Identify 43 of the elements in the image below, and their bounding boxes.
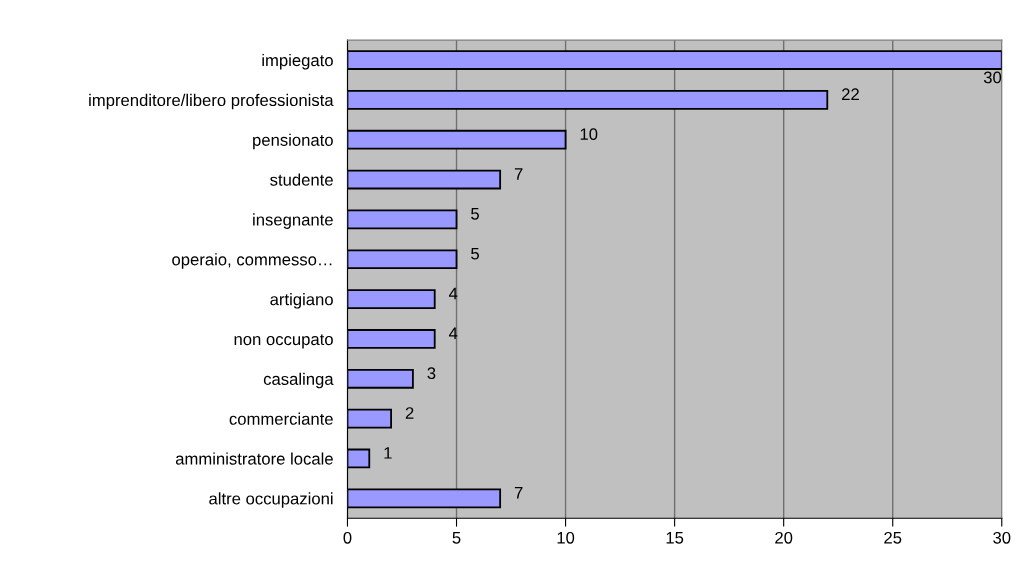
data-label: 3 [427, 367, 436, 380]
x-tick-label: 15 [666, 532, 684, 544]
data-label: 5 [471, 247, 479, 260]
bar [347, 89, 829, 110]
data-label: 4 [448, 287, 458, 300]
y-tick-label: non occupato [234, 334, 333, 349]
y-tick-label: impiegato [262, 53, 333, 70]
bar [347, 368, 414, 389]
bar [347, 488, 502, 509]
x-tick-label: 20 [775, 531, 793, 544]
data-label: 2 [405, 407, 414, 419]
x-tick-label: 0 [343, 531, 352, 544]
bar [347, 289, 436, 309]
y-tick-label: pensionato [253, 133, 333, 150]
bar [347, 50, 1002, 70]
bar [347, 129, 567, 150]
y-tick-label: commerciante [229, 412, 333, 425]
data-label: 22 [842, 88, 859, 100]
data-label: 7 [514, 487, 523, 499]
data-label: 7 [514, 168, 523, 180]
y-tick-label: studente [270, 173, 333, 186]
x-tick-label: 10 [557, 531, 575, 544]
y-tick-label: amministratore locale [175, 452, 333, 465]
x-tick-label: 25 [884, 531, 902, 544]
y-tick-label: casalinga [263, 372, 334, 389]
bar [347, 448, 371, 469]
bar [347, 249, 458, 270]
y-tick-label: artigiano [270, 293, 333, 309]
data-label: 30 [983, 71, 1002, 84]
y-tick-label: imprenditore/libero professionista [89, 93, 334, 110]
bar [347, 408, 392, 429]
data-label: 4 [448, 327, 458, 340]
bar [347, 209, 458, 230]
data-label: 10 [580, 128, 598, 141]
x-tick-label: 5 [452, 532, 461, 544]
y-tick-label: insegnante [253, 213, 333, 229]
bar [347, 329, 436, 349]
y-tick-label: operaio, commesso… [172, 253, 332, 269]
y-tick-label: altre occupazioni [209, 492, 333, 508]
data-label: 5 [471, 208, 479, 220]
data-label: 1 [384, 447, 392, 459]
x-tick-label: 30 [993, 531, 1011, 544]
bar [347, 169, 502, 190]
